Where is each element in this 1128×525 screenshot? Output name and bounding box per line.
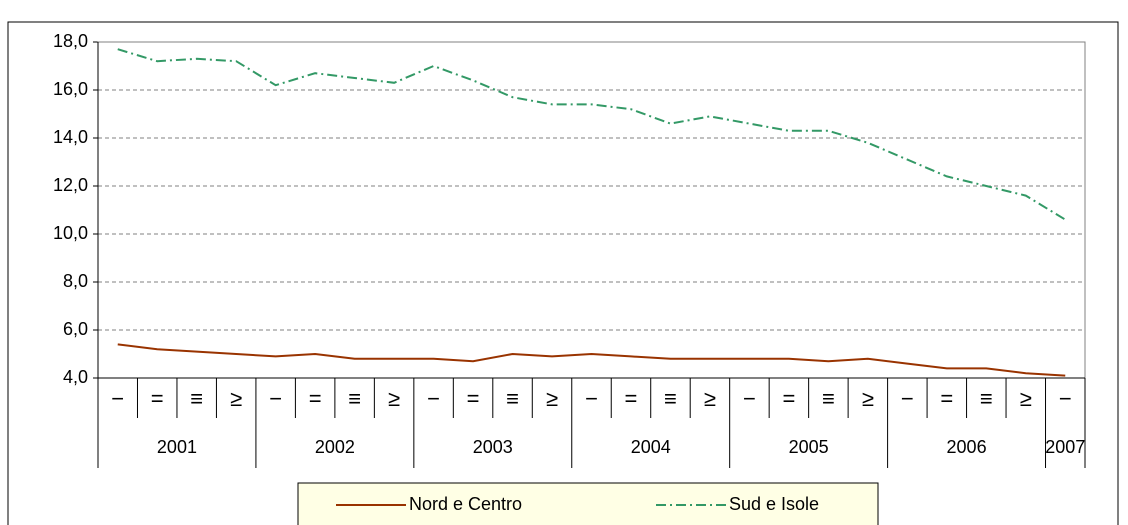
x-group-label: 2007	[1045, 437, 1085, 457]
x-tick-label: ≥	[230, 386, 242, 411]
x-tick-label: −	[111, 386, 124, 411]
x-group-label: 2001	[157, 437, 197, 457]
chart-frame	[7, 21, 1119, 525]
x-tick-label: =	[151, 386, 164, 411]
x-tick-label: ≥	[1020, 386, 1032, 411]
x-tick-label: ≡	[506, 386, 519, 411]
x-group-label: 2004	[631, 437, 671, 457]
x-tick-label: −	[743, 386, 756, 411]
x-tick-label: ≥	[704, 386, 716, 411]
y-tick-label: 4,0	[63, 367, 88, 387]
x-tick-label: ≡	[822, 386, 835, 411]
x-tick-label: −	[1059, 386, 1072, 411]
x-group-label: 2002	[315, 437, 355, 457]
x-tick-label: −	[427, 386, 440, 411]
x-tick-label: ≡	[348, 386, 361, 411]
x-tick-label: =	[782, 386, 795, 411]
x-tick-label: −	[269, 386, 282, 411]
y-tick-label: 16,0	[53, 79, 88, 99]
y-tick-label: 12,0	[53, 175, 88, 195]
x-tick-label: =	[940, 386, 953, 411]
y-tick-label: 10,0	[53, 223, 88, 243]
x-tick-label: ≥	[862, 386, 874, 411]
x-tick-label: =	[625, 386, 638, 411]
series-line	[117, 343, 1066, 377]
x-group-label: 2003	[473, 437, 513, 457]
x-tick-label: ≡	[190, 386, 203, 411]
x-tick-label: ≥	[388, 386, 400, 411]
y-tick-label: 18,0	[53, 31, 88, 51]
y-tick-label: 6,0	[63, 319, 88, 339]
x-group-label: 2006	[947, 437, 987, 457]
y-tick-label: 8,0	[63, 271, 88, 291]
x-tick-label: −	[901, 386, 914, 411]
x-tick-label: =	[467, 386, 480, 411]
x-tick-label: ≡	[664, 386, 677, 411]
series-line	[117, 48, 1066, 221]
x-tick-label: =	[309, 386, 322, 411]
x-group-label: 2005	[789, 437, 829, 457]
x-tick-label: ≡	[980, 386, 993, 411]
x-tick-label: −	[585, 386, 598, 411]
plot-area	[97, 41, 1086, 379]
legend-label: Nord e Centro	[409, 494, 522, 514]
x-tick-label: ≥	[546, 386, 558, 411]
legend-label: Sud e Isole	[729, 494, 819, 514]
y-tick-label: 14,0	[53, 127, 88, 147]
